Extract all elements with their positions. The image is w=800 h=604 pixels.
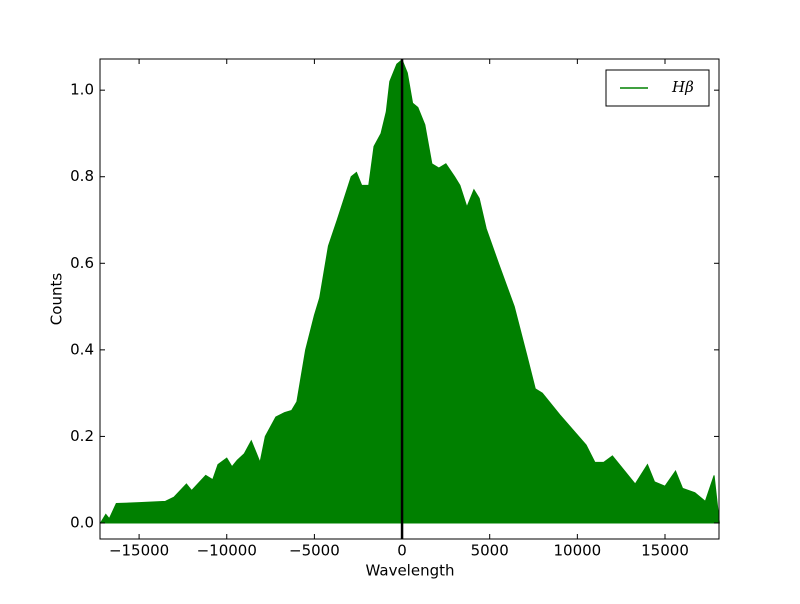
x-tick-label: 15000 xyxy=(641,542,689,560)
x-tick-label: −10000 xyxy=(197,542,257,560)
y-tick-label: 1.0 xyxy=(70,81,94,99)
y-tick-label: 0.2 xyxy=(70,427,94,445)
y-tick-label: 0.6 xyxy=(70,254,94,272)
x-tick-label: 5000 xyxy=(471,542,509,560)
y-tick-label: 0.4 xyxy=(70,340,94,358)
y-axis-label: Counts xyxy=(48,273,66,326)
y-tick-label: 0.8 xyxy=(70,167,94,185)
plot-frame xyxy=(99,58,720,540)
x-tick-label: −15000 xyxy=(109,542,169,560)
x-axis-label: Wavelength xyxy=(366,562,455,580)
y-tick-label: 0.0 xyxy=(70,513,94,531)
legend-label: Hβ xyxy=(671,78,694,96)
area xyxy=(99,59,720,524)
x-tick-label: −5000 xyxy=(289,542,340,560)
x-tick-label: 0 xyxy=(397,542,407,560)
x-tick-label: 10000 xyxy=(553,542,601,560)
